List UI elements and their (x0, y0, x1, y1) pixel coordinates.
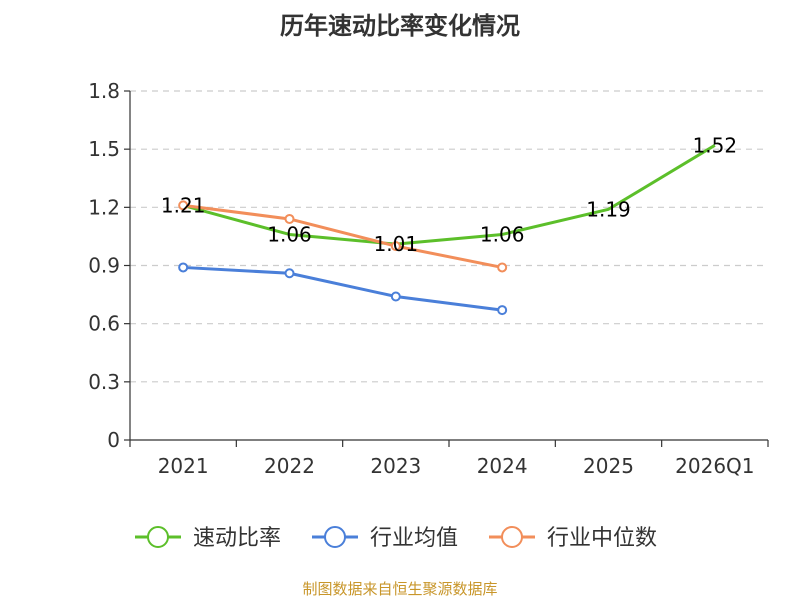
data-label: 1.52 (693, 133, 738, 157)
legend-item-3[interactable]: 行业中位数 (489, 526, 657, 551)
legend-marker (147, 526, 169, 548)
x-tick-label: 2022 (264, 454, 315, 478)
data-label: 1.06 (267, 222, 312, 246)
legend[interactable]: 速动比率 行业均值 行业中位数 (135, 526, 657, 551)
data-label: 1.21 (161, 193, 206, 217)
data-labels: 1.21 1.06 1.01 1.06 1.19 1.52 (161, 133, 737, 256)
legend-label: 行业中位数 (547, 526, 657, 551)
data-point[interactable] (497, 262, 508, 273)
x-tick-label: 2023 (370, 454, 421, 478)
data-point[interactable] (390, 241, 401, 252)
data-point[interactable] (497, 305, 508, 316)
series-line-2 (183, 265, 503, 312)
series-line-1 (182, 144, 716, 246)
legend-item-1[interactable]: 速动比率 (135, 526, 281, 551)
axes: 0 0.3 0.6 0.9 1.2 1.5 1.8 2021 2022 2023 2024 2025 2… (88, 79, 769, 478)
y-tick-label: 1.5 (88, 137, 120, 161)
data-label: 1.01 (374, 232, 419, 256)
x-tick-label: 2026Q1 (675, 454, 754, 478)
data-point[interactable] (284, 213, 295, 224)
legend-marker (324, 526, 346, 548)
chart-title: 历年速动比率变化情况 (280, 12, 520, 40)
legend-label: 行业均值 (370, 526, 458, 551)
series-line-3 (182, 203, 503, 269)
data-label: 1.06 (480, 222, 525, 246)
x-tick-label: 2021 (158, 454, 209, 478)
legend-item-2[interactable]: 行业均值 (312, 526, 458, 551)
data-point[interactable] (178, 262, 189, 273)
grid-lines (130, 90, 768, 383)
legend-label: 速动比率 (193, 526, 281, 551)
y-tick-label: 0.9 (88, 254, 120, 278)
y-tick-label: 0.6 (88, 312, 120, 336)
source-note: 制图数据来自恒生聚源数据库 (302, 580, 498, 598)
legend-marker (501, 526, 523, 548)
data-point[interactable] (178, 200, 189, 211)
x-tick-label: 2025 (583, 454, 634, 478)
series-layer (178, 144, 716, 316)
y-tick-label: 0 (107, 428, 120, 452)
y-tick-label: 1.8 (88, 79, 120, 103)
x-tick-label: 2024 (477, 454, 528, 478)
y-tick-label: 0.3 (88, 370, 120, 394)
data-label: 1.19 (586, 197, 631, 221)
y-tick-label: 1.2 (88, 195, 120, 219)
data-point[interactable] (284, 268, 295, 279)
data-point[interactable] (390, 291, 401, 302)
